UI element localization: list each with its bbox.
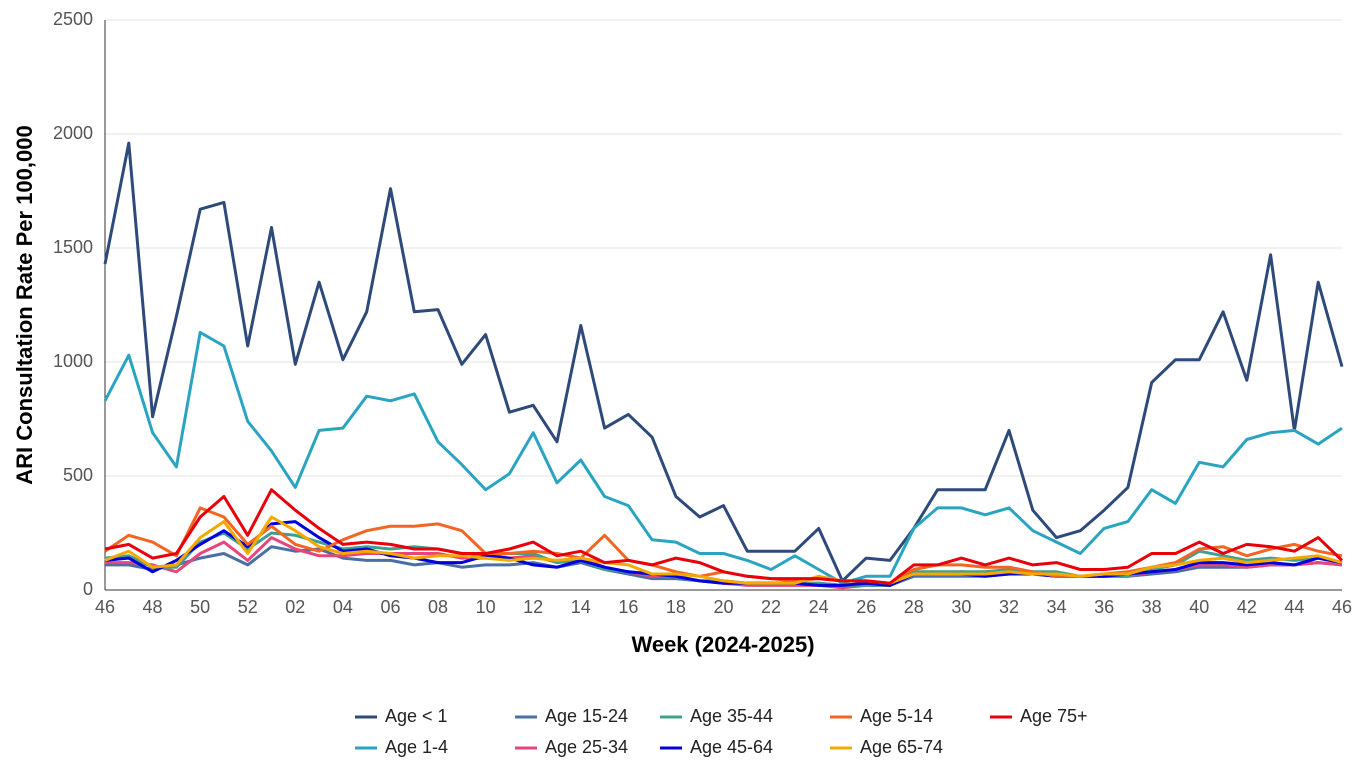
x-tick-label: 48 <box>143 597 163 617</box>
x-tick-label: 12 <box>523 597 543 617</box>
y-tick-label: 1000 <box>53 351 93 371</box>
x-tick-label: 28 <box>904 597 924 617</box>
x-tick-label: 16 <box>618 597 638 617</box>
series-line <box>104 488 1344 585</box>
x-tick-label: 18 <box>666 597 686 617</box>
x-tick-label: 50 <box>190 597 210 617</box>
x-tick-label: 32 <box>999 597 1019 617</box>
x-tick-label: 30 <box>951 597 971 617</box>
x-tick-label: 06 <box>380 597 400 617</box>
legend-label: Age 65-74 <box>860 737 943 757</box>
series-line <box>104 515 1343 585</box>
x-tick-label: 10 <box>476 597 496 617</box>
x-tick-label: 46 <box>95 597 115 617</box>
legend-label: Age 5-14 <box>860 706 933 726</box>
legend-label: Age 35-44 <box>690 706 773 726</box>
y-tick-label: 2000 <box>53 123 93 143</box>
legend-label: Age 75+ <box>1020 706 1088 726</box>
x-tick-label: 22 <box>761 597 781 617</box>
x-axis-title: Week (2024-2025) <box>631 632 814 657</box>
x-tick-label: 14 <box>571 597 591 617</box>
y-tick-label: 1500 <box>53 237 93 257</box>
x-tick-label: 26 <box>856 597 876 617</box>
x-tick-label: 46 <box>1332 597 1352 617</box>
y-tick-label: 0 <box>83 579 93 599</box>
x-tick-label: 44 <box>1284 597 1304 617</box>
legend-label: Age 25-34 <box>545 737 628 757</box>
x-tick-label: 24 <box>809 597 829 617</box>
x-tick-label: 42 <box>1237 597 1257 617</box>
y-tick-label: 500 <box>63 465 93 485</box>
y-tick-label: 2500 <box>53 9 93 29</box>
x-tick-label: 08 <box>428 597 448 617</box>
x-tick-label: 20 <box>713 597 733 617</box>
series-line <box>103 141 1344 583</box>
x-tick-label: 40 <box>1189 597 1209 617</box>
series-line <box>103 330 1343 585</box>
x-tick-label: 38 <box>1142 597 1162 617</box>
y-axis-title: ARI Consultation Rate Per 100,000 <box>12 125 37 484</box>
x-tick-label: 34 <box>1047 597 1067 617</box>
x-tick-label: 02 <box>285 597 305 617</box>
x-tick-label: 04 <box>333 597 353 617</box>
x-tick-label: 36 <box>1094 597 1114 617</box>
legend-label: Age 45-64 <box>690 737 773 757</box>
legend-label: Age 15-24 <box>545 706 628 726</box>
x-tick-label: 52 <box>238 597 258 617</box>
legend-label: Age 1-4 <box>385 737 448 757</box>
legend-label: Age < 1 <box>385 706 448 726</box>
